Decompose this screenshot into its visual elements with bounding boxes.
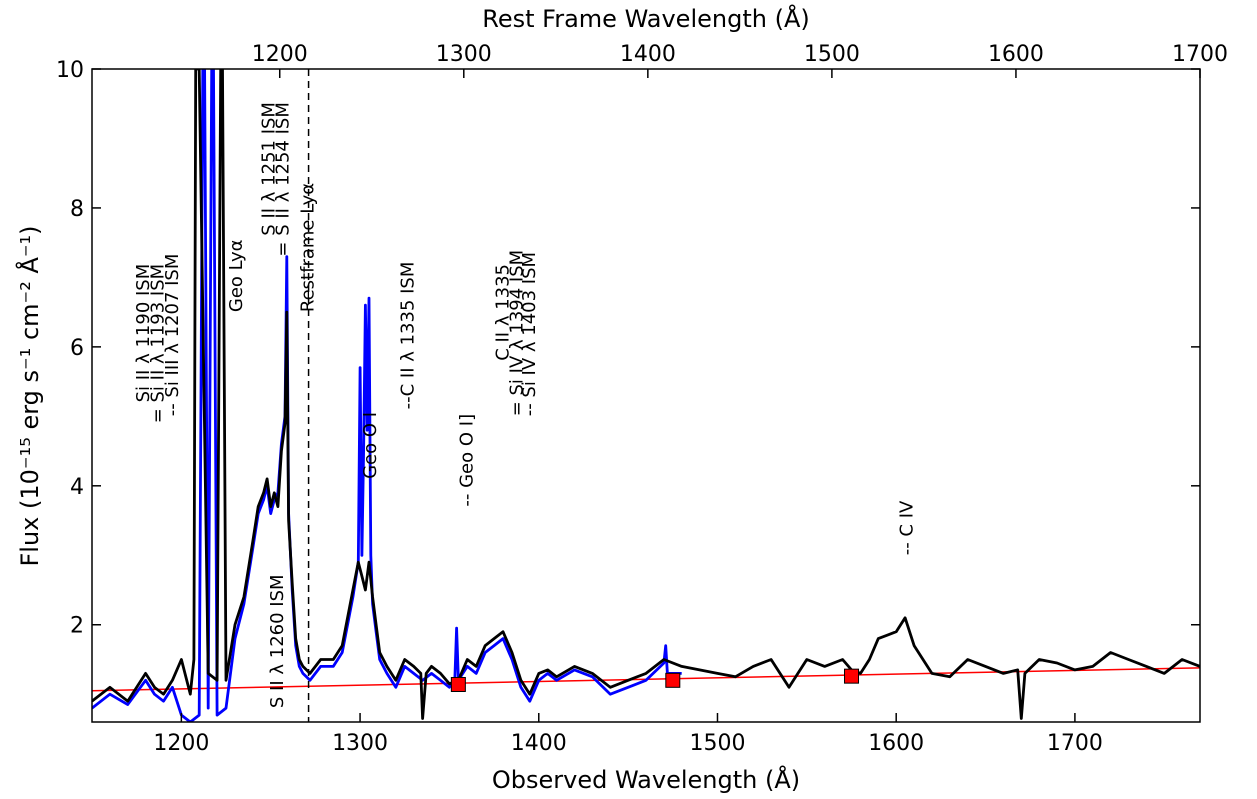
continuum-marker — [450, 676, 466, 692]
x-tick-label: 1700 — [1047, 731, 1103, 756]
y-axis-label: Flux (10⁻¹⁵ erg s⁻¹ cm⁻² Å⁻¹) — [15, 225, 44, 566]
x-tick-label: 1600 — [868, 731, 924, 756]
top-x-tick-label: 1500 — [804, 42, 860, 67]
top-x-tick-label: 1600 — [988, 42, 1044, 67]
plot-area — [92, 69, 1200, 722]
axis-ticks: 1200 1300 1400 1500 1600 1700 1200 1300 1400 1500… — [56, 42, 1228, 756]
line-annotation: C II λ 1335 — [492, 264, 513, 361]
line-annotation: -- C IV — [896, 500, 917, 555]
top-x-axis-label: Rest Frame Wavelength (Å) — [482, 4, 809, 33]
line-annotation: Geo O I — [360, 412, 381, 479]
line-annotation: S II λ 1260 ISM — [267, 574, 288, 708]
x-tick-label: 1200 — [153, 731, 209, 756]
x-tick-label: 1300 — [332, 731, 388, 756]
x-tick-label: 1500 — [689, 731, 745, 756]
y-tick-label: 4 — [70, 475, 84, 500]
blue-spectrum-line — [92, 69, 682, 722]
line-annotation: = S II λ 1254 ISM — [273, 102, 294, 256]
black-spectrum-line — [92, 69, 1200, 720]
top-x-tick-label: 1200 — [252, 42, 308, 67]
top-x-tick-label: 1700 — [1172, 42, 1228, 67]
continuum-marker — [844, 668, 860, 684]
y-tick-label: 10 — [56, 58, 84, 83]
line-annotations: Si II λ 1190 ISM= Si II λ 1193 ISM-- Si … — [133, 102, 917, 708]
y-tick-label: 2 — [70, 614, 84, 639]
line-annotation: Geo Lyα — [226, 239, 247, 312]
line-annotation: -- Geo O I] — [457, 414, 478, 507]
continuum-marker — [665, 672, 681, 688]
top-x-tick-label: 1400 — [620, 42, 676, 67]
line-annotation: S II λ 1251 ISM — [258, 102, 279, 236]
line-annotation: -- Si III λ 1207 ISM — [162, 254, 183, 417]
x-tick-label: 1400 — [511, 731, 567, 756]
line-annotation: Restframe Lyα — [298, 183, 319, 312]
line-annotation: = Si IV λ 1394 ISM — [507, 250, 528, 416]
line-annotation: --C II λ 1335 ISM — [398, 262, 419, 410]
line-annotation: -- Si IV λ 1403 ISM — [519, 252, 540, 416]
y-tick-label: 8 — [70, 197, 84, 222]
plot-frame — [91, 68, 1201, 723]
line-annotation: = Si II λ 1193 ISM — [148, 264, 169, 423]
x-axis-label: Observed Wavelength (Å) — [492, 765, 800, 794]
line-annotation: Si II λ 1190 ISM — [133, 264, 154, 403]
y-tick-label: 6 — [70, 336, 84, 361]
top-x-tick-label: 1300 — [436, 42, 492, 67]
